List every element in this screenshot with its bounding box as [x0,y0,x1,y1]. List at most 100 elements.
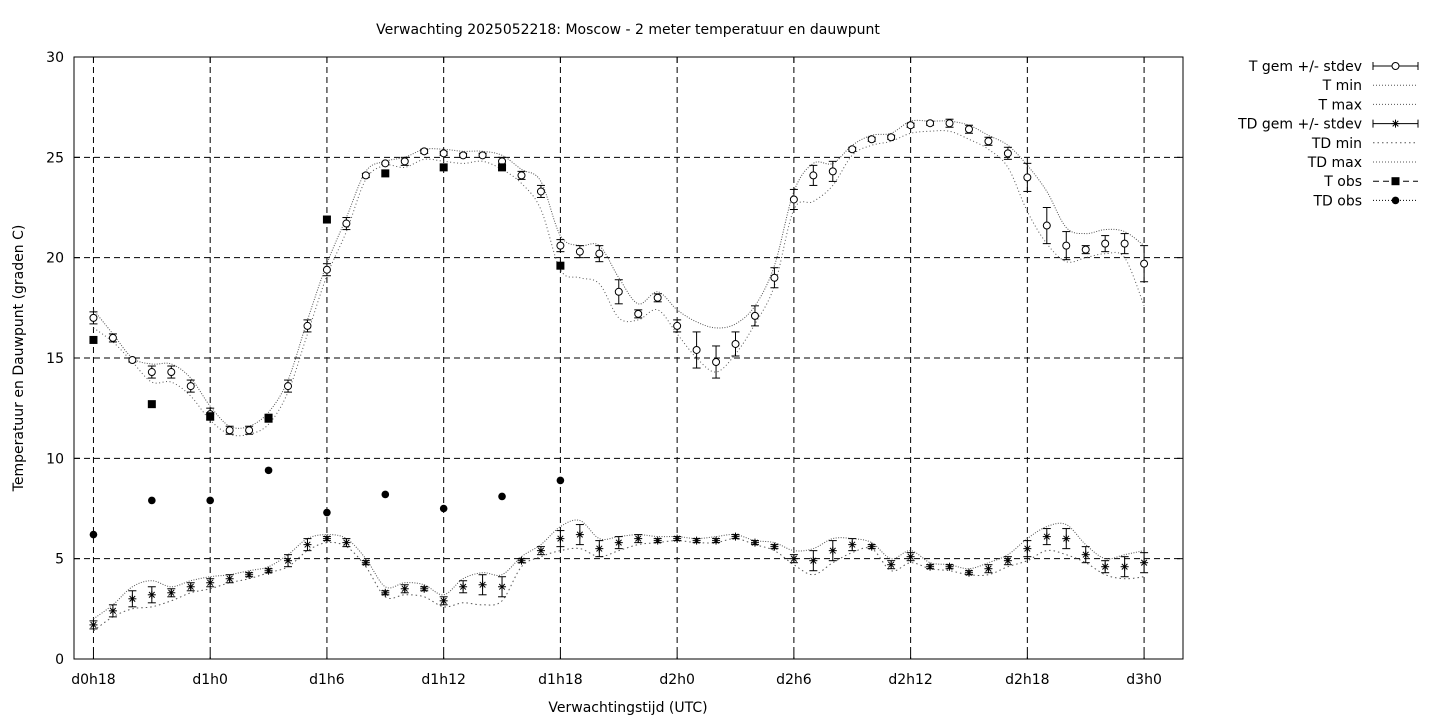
series-t-gem-point [926,119,935,128]
series-t-gem-point [1003,149,1012,158]
series-t-gem-point [1081,245,1090,254]
series-td-gem-point [1042,532,1051,541]
series-t-gem-point [147,368,156,377]
series-td-gem-point [575,530,584,539]
series-td-gem-point [381,588,390,597]
y-tick-label: 5 [55,552,64,568]
grid-lines [74,57,1183,659]
series-td-gem-point [809,556,818,565]
series-td-gem-point [595,544,604,553]
y-tick-label: 10 [46,451,64,467]
series-t-gem-point [595,249,604,258]
series-td-gem-point [1003,556,1012,565]
series-t-gem-point [653,293,662,302]
series-td-gem-point [614,538,623,547]
series-t-gem-point [89,313,98,322]
series-t-gem-point [692,345,701,354]
series-t-gem-point [459,151,468,160]
series-td-gem-point [770,542,779,551]
y-tick-label: 15 [46,351,64,367]
series-t-obs-point [322,215,331,224]
series-t-gem-point [964,125,973,134]
series-td-gem-point [673,534,682,543]
series-td-gem-point [147,590,156,599]
series-td-obs-point [206,496,214,505]
series-t-gem-point [575,247,584,256]
series-t-gem-point [128,356,137,365]
series-td-gem-point [926,562,935,571]
y-tick-label: 20 [46,251,64,267]
series-td-gem-point [945,562,954,571]
series-t-gem-point [945,119,954,128]
series-td-gem-point [848,540,857,549]
x-tick-label: d2h6 [776,672,812,688]
series-t-gem-point [303,321,312,330]
series-td-obs-point [89,530,98,539]
x-tick-label: d1h0 [192,672,228,688]
x-tick-label: d2h0 [659,672,695,688]
series-t-gem-point [887,133,896,142]
series-t-gem-point [361,171,370,180]
series-t-gem-point [381,159,390,168]
series-td-gem-point [634,534,643,543]
series-td-gem-point [206,578,215,587]
x-tick-label: d3h0 [1126,672,1162,688]
series-td-obs-point [323,508,331,517]
series-t-obs-point [439,163,448,172]
series-t-obs-point [264,414,273,423]
series-td-gem-point [342,538,351,547]
y-axis-label: Temperatuur en Dauwpunt (graden C) [11,225,27,493]
series-t-gem-point [322,265,331,274]
series-td-gem-point [1140,558,1149,567]
series-t-gem-point [906,121,915,130]
y-tick-label: 0 [55,652,64,668]
series-td-gem-point [712,536,721,545]
y-tick-label: 30 [46,50,64,66]
series-td-gem-point [167,588,176,597]
series-td-gem-point [1081,550,1090,559]
legend-sample-marker [1391,62,1400,70]
legend-label: TD obs [1312,193,1362,209]
series-td-gem-point [361,558,370,567]
legend: T gem +/- stdev T min T max TD gem +/- stde… [1237,59,1419,209]
series-td-obs-point [439,504,448,513]
series-td-gem-point [225,574,234,583]
series-t-obs-point [498,163,507,172]
series-t-gem-point [342,219,351,228]
series-td-gem-point [264,566,273,575]
series-td-gem-point [692,536,701,545]
series-t-gem-point [1062,241,1071,250]
series-td-gem-point [789,554,798,563]
series-t-gem-point [614,287,623,296]
series-t-gem-point [400,157,409,166]
series-t-gem-point [1140,259,1149,268]
series-t-gem-point [789,195,798,204]
legend-label: T obs [1323,174,1362,190]
x-tick-label: d2h12 [888,672,932,688]
legend-label: T min [1322,78,1362,94]
series-t-gem-point [750,311,759,320]
series-td-min-line [93,538,1145,632]
legend-label: T max [1317,97,1362,113]
series-td-gem-point [498,582,507,591]
series-t-gem-point [848,145,857,154]
series-td-gem-point [108,606,117,615]
series-t-gem-point [536,187,545,196]
chart-title: Verwachting 2025052218: Moscow - 2 meter… [376,22,880,38]
series-td-gem-point [245,570,254,579]
series-td-gem-point [867,542,876,551]
series-t-gem-point [284,382,293,391]
series-t-obs-point [381,169,390,178]
series-t-gem-point [1120,239,1129,248]
series-t-gem-point [245,426,254,435]
x-axis-label: Verwachtingstijd (UTC) [548,700,707,716]
series-td-gem-point [128,594,137,603]
series-td-gem-point [1062,534,1071,543]
legend-sample-marker [1391,119,1400,128]
series-td-obs-point [556,476,565,485]
legend-sample-marker [1391,196,1400,205]
legend-label: TD gem +/- stdev [1237,117,1362,133]
x-tick-label: d1h6 [309,672,345,688]
series-t-gem-point [517,171,526,180]
series-t-gem-point [984,137,993,146]
